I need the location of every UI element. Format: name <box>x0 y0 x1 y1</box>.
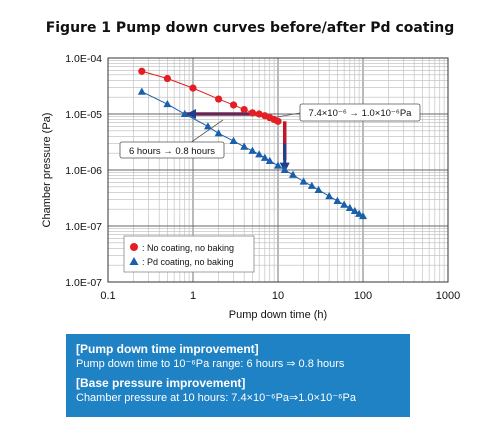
data-point <box>189 84 197 92</box>
tick-labels: 0.1 1 10 100 1000 1.0E-04 1.0E-05 1.0E-06 1.0E-0… <box>65 53 460 302</box>
x-axis-label: Pump down time (h) <box>229 309 327 321</box>
data-point <box>255 150 264 158</box>
series-no-coating <box>138 67 282 125</box>
data-point <box>350 206 359 215</box>
data-point <box>325 192 334 200</box>
data-point <box>307 181 316 189</box>
series-pd-coating <box>137 87 367 220</box>
x-tick-label: 10 <box>272 290 284 302</box>
info-line-pressure: Chamber pressure at 10 hours: 7.4×10⁻⁶Pa… <box>76 392 356 404</box>
legend: : No coating, no baking : Pd coating, no… <box>123 235 255 273</box>
info-line-time: Pump down time to 10⁻⁶Pa range: 6 hours … <box>76 358 345 370</box>
y-tick-label: 1.0E-04 <box>65 53 102 65</box>
data-point <box>355 209 364 217</box>
data-point <box>240 105 248 114</box>
info-heading-time: [Pump down time improvement] <box>76 342 259 356</box>
data-point <box>138 67 146 75</box>
legend-marker-pd-coating <box>129 257 139 265</box>
y-tick-label: 1.0E-07 <box>65 221 102 233</box>
callout-leader-pressure <box>276 112 301 118</box>
data-point <box>299 177 308 185</box>
data-point <box>240 142 249 150</box>
data-point <box>345 203 354 211</box>
chart-title: Figure 1 Pump down curves before/after P… <box>45 20 455 36</box>
x-tick-label: 100 <box>354 290 372 302</box>
data-point <box>163 99 172 108</box>
x-tick-label: 1 <box>190 290 196 302</box>
data-point <box>314 185 323 193</box>
data-point <box>214 129 223 137</box>
info-box: [Pump down time improvement] Pump down t… <box>66 334 410 417</box>
data-point <box>163 74 172 83</box>
series <box>137 67 367 220</box>
y-axis-label: Chamber pressure (Pa) <box>41 113 53 228</box>
callout-text-time: 6 hours → 0.8 hours <box>129 146 215 157</box>
x-tick-label: 1000 <box>436 290 460 302</box>
y-tick-label: 1.0E-05 <box>65 109 102 121</box>
data-point <box>248 146 257 154</box>
x-tick-label: 0.1 <box>100 290 115 302</box>
y-tick-label: 1.0E-07 <box>65 277 102 289</box>
info-heading-pressure: [Base pressure improvement] <box>76 376 246 390</box>
plot-frame <box>107 57 449 283</box>
callout-box-pressure <box>299 103 421 122</box>
data-point <box>274 117 282 125</box>
data-point <box>180 109 189 117</box>
annotations: 6 hours → 0.8 hours 7.4×10⁻⁶ → 1.0×10⁻⁶Pa <box>119 103 421 173</box>
data-point <box>255 110 263 118</box>
callout-box-time <box>119 141 225 159</box>
callout-leader-time <box>189 119 224 144</box>
data-point <box>274 161 282 169</box>
legend-label-pd-coating: : Pd coating, no baking <box>142 257 234 267</box>
y-tick-label: 1.0E-06 <box>65 165 102 177</box>
data-point <box>203 122 212 130</box>
data-point <box>359 211 367 220</box>
data-point <box>260 153 269 161</box>
data-point <box>137 87 146 95</box>
data-point <box>229 101 238 109</box>
legend-label-no-coating: : No coating, no baking <box>142 243 234 253</box>
data-point <box>248 109 257 117</box>
callout-text-pressure: 7.4×10⁻⁶ → 1.0×10⁻⁶Pa <box>309 108 413 119</box>
legend-marker-no-coating <box>130 243 138 251</box>
data-point <box>340 200 349 208</box>
data-point <box>229 136 238 144</box>
data-point <box>214 95 223 103</box>
data-point <box>265 156 274 164</box>
data-point <box>333 196 342 204</box>
legend-box <box>123 235 255 273</box>
data-point <box>288 170 297 178</box>
data-point <box>280 165 289 173</box>
